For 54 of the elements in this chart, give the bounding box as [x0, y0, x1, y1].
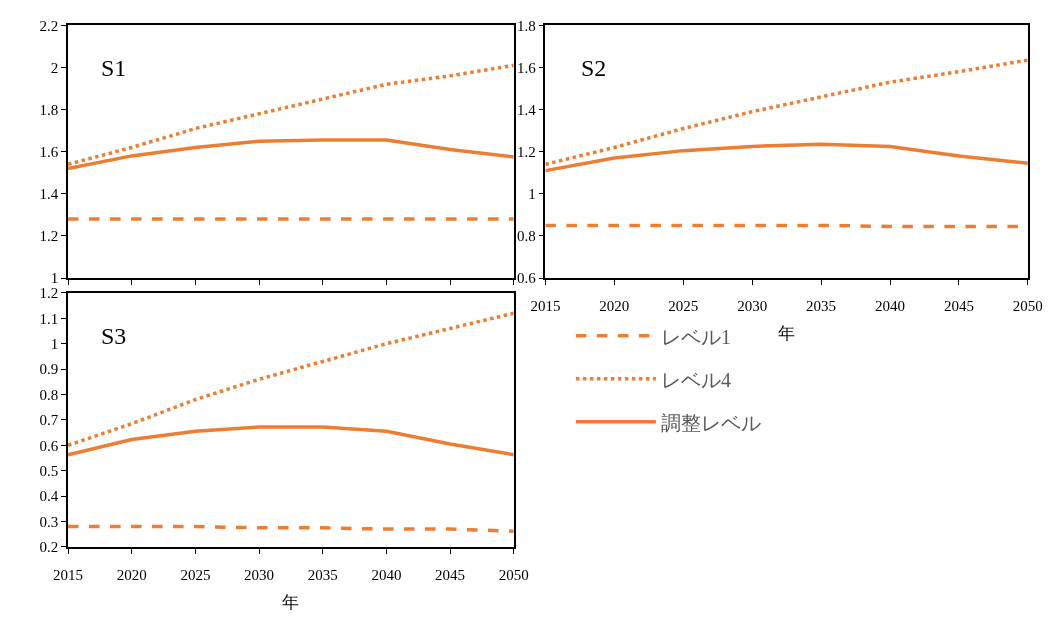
x-tick-label: 2020	[116, 566, 147, 583]
x-tick-label: 2020	[599, 297, 630, 314]
x-axis-title: 年	[778, 323, 796, 343]
y-tick-label: 1	[50, 270, 59, 287]
text: S3	[101, 323, 127, 349]
y-tick-label: 0.8	[516, 228, 536, 245]
y-tick-label: 0.2	[39, 539, 59, 556]
line-series	[68, 63, 514, 167]
x-tick-label: 2050	[498, 566, 529, 583]
line-series	[68, 311, 514, 448]
y-tick-label: 1	[528, 186, 536, 203]
y-tick-label: 1.6	[516, 59, 537, 76]
x-tick-label: 2030	[737, 297, 768, 314]
y-tick-label: 1.6	[39, 143, 59, 160]
text: S1	[101, 55, 127, 81]
y-tick-label: 1.2	[39, 285, 59, 302]
x-tick-label: 2050	[1012, 297, 1043, 314]
y-tick-label: 0.4	[39, 488, 59, 505]
y-tick-label: 0.3	[39, 513, 59, 530]
x-tick-label: 2035	[307, 566, 338, 583]
y-tick-label: 1.8	[39, 101, 59, 118]
line-series	[68, 425, 514, 457]
x-tick-label: 2025	[180, 566, 211, 583]
x-tick-label: 2040	[371, 566, 402, 583]
legend-label: レベル1	[660, 325, 731, 348]
x-tick-label: 2015	[530, 297, 561, 314]
y-tick-label: 0.7	[39, 412, 59, 429]
legend-label: 調整レベル	[660, 411, 761, 434]
y-tick-label: 2	[50, 59, 59, 76]
line-series	[545, 142, 1028, 173]
x-tick-label: 2035	[806, 297, 837, 314]
x-tick-label: 2030	[244, 566, 275, 583]
y-tick-label: 2.2	[39, 17, 59, 34]
y-tick-label: 0.6	[516, 270, 537, 287]
x-tick-label: 2045	[943, 297, 974, 314]
y-tick-label: 0.8	[39, 386, 59, 403]
line-series	[545, 58, 1028, 167]
x-tick-label: 2045	[435, 566, 466, 583]
y-tick-label: 0.5	[39, 462, 59, 479]
y-tick-label: 1.8	[516, 17, 536, 34]
y-tick-label: 1.4	[39, 186, 59, 203]
y-tick-label: 1.2	[39, 228, 59, 245]
legend-label: レベル4	[660, 368, 731, 391]
x-axis-title: 年	[282, 592, 300, 612]
y-tick-label: 0.6	[39, 437, 59, 454]
y-tick-label: 1	[50, 335, 59, 352]
y-tick-label: 1.1	[39, 310, 59, 327]
y-tick-label: 1.2	[516, 143, 536, 160]
x-tick-label: 2025	[668, 297, 699, 314]
x-tick-label: 2040	[875, 297, 906, 314]
y-tick-label: 0.9	[39, 361, 59, 378]
y-tick-label: 1.4	[516, 101, 537, 118]
x-tick-label: 2015	[53, 566, 84, 583]
text: S2	[581, 55, 607, 81]
